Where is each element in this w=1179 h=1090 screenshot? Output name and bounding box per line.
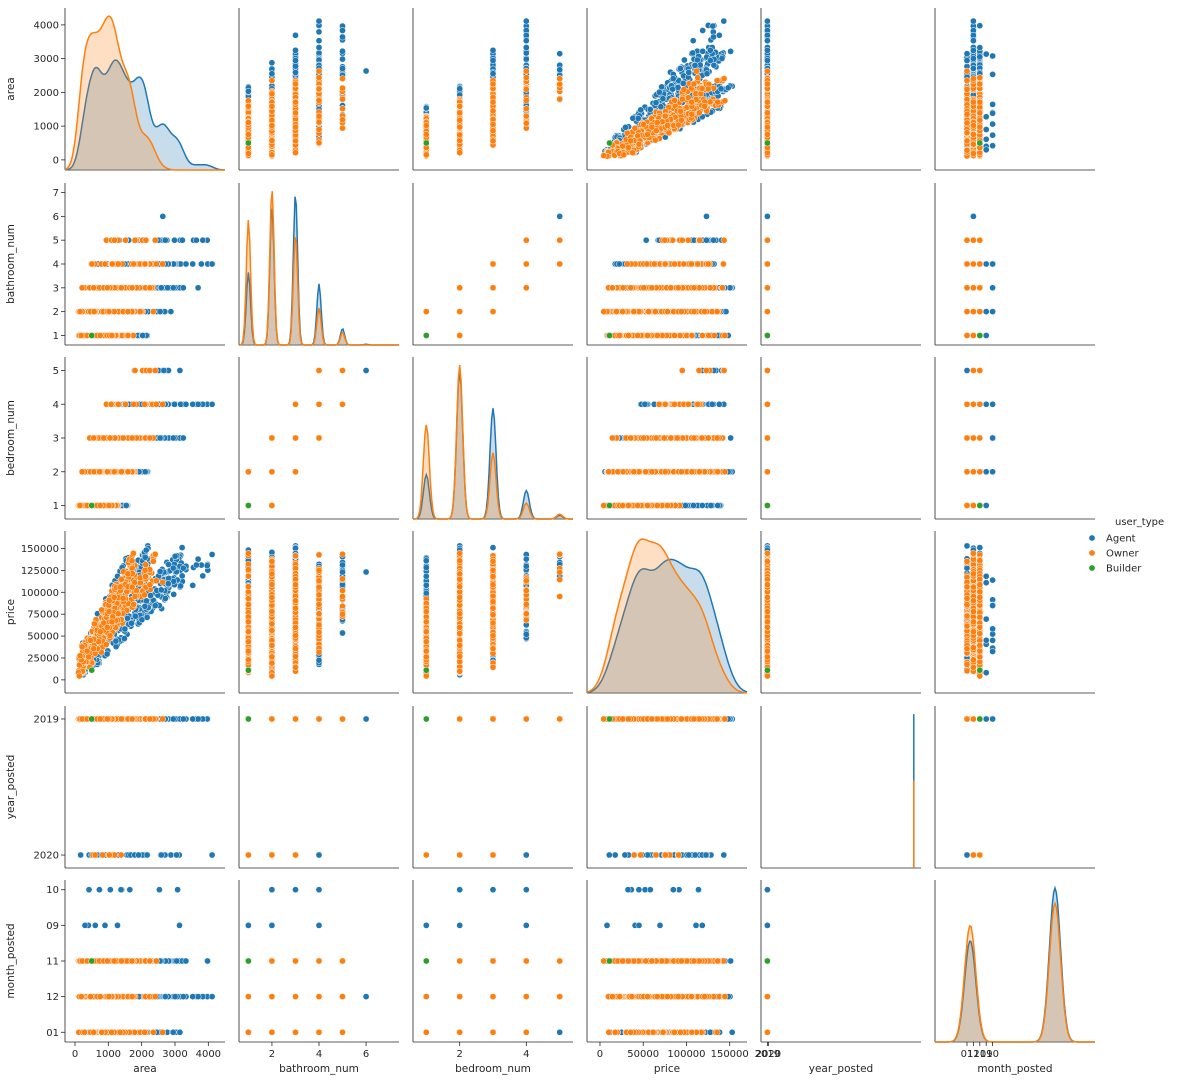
- point-agent: [292, 69, 298, 75]
- point-agent: [523, 38, 529, 44]
- point-owner: [457, 117, 463, 123]
- point-owner: [457, 110, 463, 116]
- point-owner: [339, 76, 345, 82]
- point-agent: [339, 34, 345, 40]
- point-owner: [523, 86, 529, 92]
- point-owner: [523, 113, 529, 119]
- point-owner: [457, 150, 463, 156]
- point-owner: [269, 138, 275, 144]
- point-owner: [292, 81, 298, 87]
- panel-area-vs-area: [65, 8, 225, 170]
- point-owner: [490, 99, 496, 105]
- point-agent: [523, 56, 529, 62]
- point-agent: [700, 27, 706, 33]
- panel-area-vs-price: [587, 8, 747, 170]
- point-owner: [316, 68, 322, 74]
- point-owner: [457, 124, 463, 130]
- point-owner: [245, 151, 251, 157]
- point-owner: [316, 86, 322, 92]
- point-owner: [269, 91, 275, 97]
- point-owner: [292, 150, 298, 156]
- point-owner: [339, 85, 345, 91]
- point-agent: [292, 63, 298, 69]
- point-builder: [423, 140, 429, 146]
- point-agent: [423, 105, 429, 111]
- point-owner: [490, 108, 496, 114]
- point-agent: [292, 32, 298, 38]
- point-owner: [269, 152, 275, 158]
- point-agent: [339, 65, 345, 71]
- point-agent: [710, 34, 716, 40]
- point-owner: [423, 131, 429, 137]
- point-agent: [457, 86, 463, 92]
- point-owner: [423, 152, 429, 158]
- point-owner: [490, 121, 496, 127]
- point-owner: [269, 122, 275, 128]
- point-owner: [523, 75, 529, 81]
- panel-area-vs-bedroom_num: [413, 8, 573, 170]
- point-agent: [245, 88, 251, 94]
- pairplot-panels: 01000200030004000area1234567bathroom_num…: [5, 8, 1095, 1075]
- point-owner: [339, 106, 345, 112]
- point-owner: [339, 96, 345, 102]
- point-owner: [423, 122, 429, 128]
- point-owner: [523, 120, 529, 126]
- point-owner: [523, 97, 529, 103]
- pairplot-figure: 01000200030004000area1234567bathroom_num…: [0, 0, 1179, 1090]
- point-agent: [363, 68, 369, 74]
- point-owner: [245, 119, 251, 125]
- point-agent: [557, 67, 563, 73]
- point-agent: [557, 51, 563, 57]
- point-owner: [339, 117, 345, 123]
- point-owner: [292, 110, 298, 116]
- point-agent: [316, 29, 322, 35]
- point-owner: [523, 68, 529, 74]
- point-owner: [490, 138, 496, 144]
- point-owner: [316, 113, 322, 119]
- point-agent: [292, 47, 298, 53]
- point-owner: [490, 81, 496, 87]
- point-agent: [292, 57, 298, 63]
- point-agent: [316, 38, 322, 44]
- point-owner: [316, 140, 322, 146]
- point-owner: [490, 128, 496, 134]
- point-owner: [316, 119, 322, 125]
- point-agent: [316, 18, 322, 24]
- point-owner: [457, 132, 463, 138]
- point-owner: [269, 78, 275, 84]
- point-agent: [728, 48, 734, 54]
- point-owner: [245, 103, 251, 109]
- point-owner: [292, 138, 298, 144]
- point-owner: [292, 99, 298, 105]
- point-owner: [292, 124, 298, 130]
- point-owner: [316, 126, 322, 132]
- point-owner: [457, 103, 463, 109]
- point-owner: [523, 106, 529, 112]
- point-owner: [457, 138, 463, 144]
- point-agent: [710, 23, 716, 29]
- point-agent: [269, 71, 275, 77]
- point-agent: [490, 57, 496, 63]
- point-agent: [269, 60, 275, 66]
- point-agent: [490, 47, 496, 53]
- point-agent: [490, 71, 496, 77]
- point-owner: [245, 131, 251, 137]
- point-owner: [316, 97, 322, 103]
- point-agent: [316, 44, 322, 50]
- point-owner: [557, 96, 563, 102]
- point-agent: [339, 27, 345, 33]
- point-agent: [523, 44, 529, 50]
- point-agent: [339, 56, 345, 62]
- point-owner: [557, 76, 563, 82]
- point-agent: [523, 18, 529, 24]
- panel-area-vs-bathroom_num: [239, 8, 399, 170]
- point-owner: [316, 75, 322, 81]
- point-builder: [245, 140, 251, 146]
- point-agent: [339, 48, 345, 54]
- point-owner: [269, 103, 275, 109]
- point-agent: [681, 57, 687, 63]
- point-agent: [700, 48, 706, 54]
